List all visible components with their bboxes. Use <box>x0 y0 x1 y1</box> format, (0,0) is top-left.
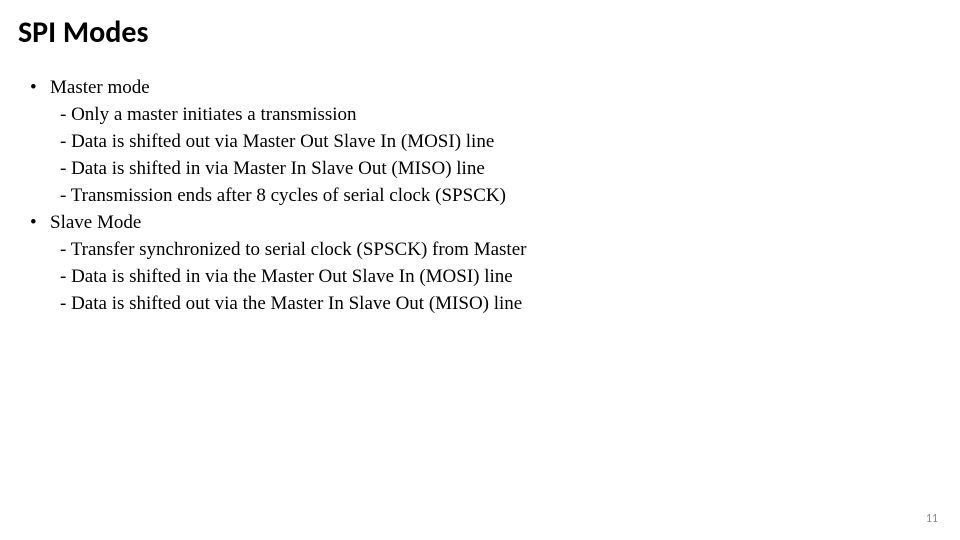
sub-list: - Only a master initiates a transmission… <box>50 102 942 210</box>
page-number: 11 <box>926 512 938 526</box>
bullet-list: Master mode - Only a master initiates a … <box>18 75 942 318</box>
slide-title: SPI Modes <box>18 14 942 51</box>
bullet-label: Slave Mode <box>50 212 141 233</box>
sub-item: - Data is shifted in via the Master Out … <box>60 264 942 291</box>
sub-item: - Data is shifted out via Master Out Sla… <box>60 129 942 156</box>
slide: SPI Modes Master mode - Only a master in… <box>0 0 960 540</box>
sub-item: - Data is shifted in via Master In Slave… <box>60 156 942 183</box>
bullet-label: Master mode <box>50 77 150 98</box>
sub-item: - Data is shifted out via the Master In … <box>60 291 942 318</box>
sub-item: - Only a master initiates a transmission <box>60 102 942 129</box>
sub-list: - Transfer synchronized to serial clock … <box>50 237 942 318</box>
bullet-item: Master mode - Only a master initiates a … <box>30 75 942 210</box>
sub-item: - Transmission ends after 8 cycles of se… <box>60 183 942 210</box>
sub-item: - Transfer synchronized to serial clock … <box>60 237 942 264</box>
bullet-item: Slave Mode - Transfer synchronized to se… <box>30 210 942 318</box>
